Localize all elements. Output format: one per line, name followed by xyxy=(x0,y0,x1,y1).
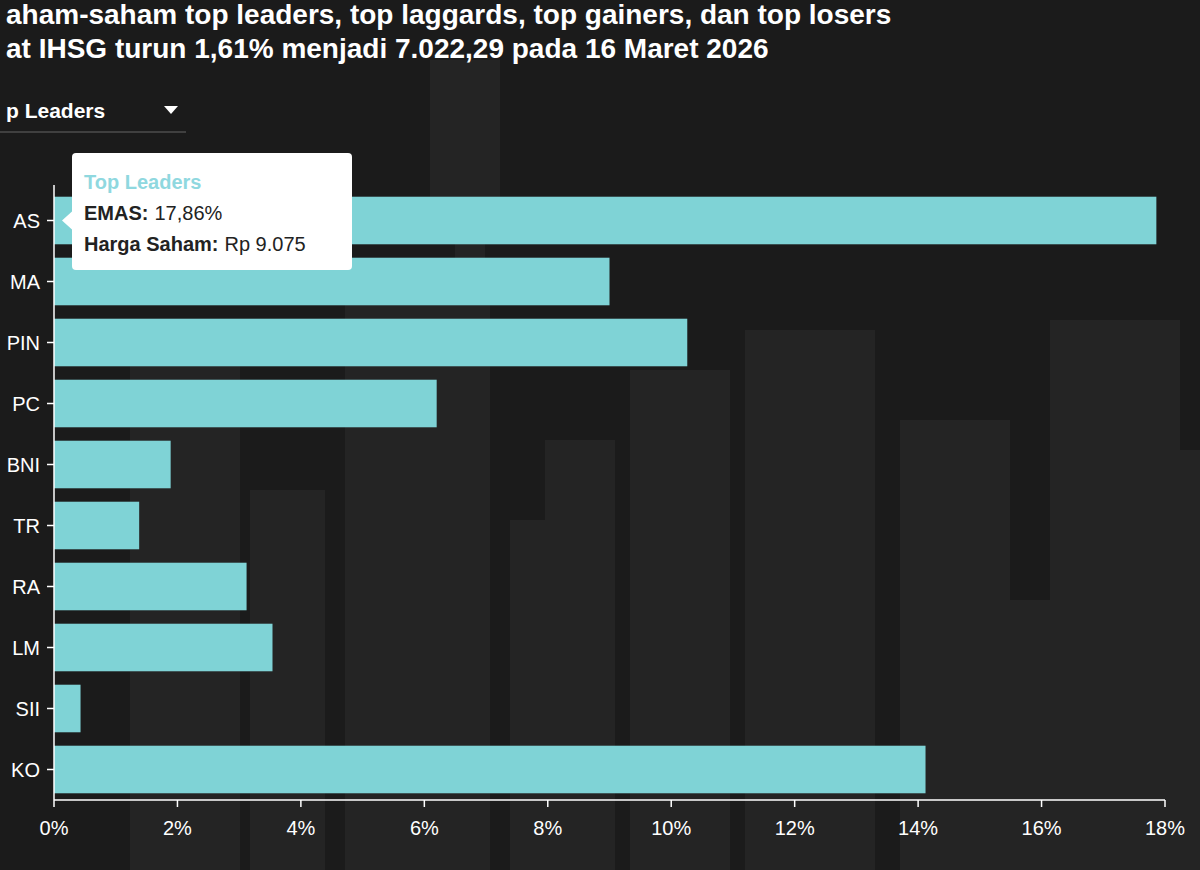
x-tick xyxy=(177,800,179,807)
building xyxy=(930,560,990,870)
selector-label: p Leaders xyxy=(6,99,105,122)
tooltip-label: Harga Saham: xyxy=(84,233,219,255)
category-tick xyxy=(47,342,54,344)
tower xyxy=(430,60,500,210)
selector-arrow xyxy=(164,106,178,114)
category-tick xyxy=(47,464,54,466)
x-tick xyxy=(300,800,302,807)
x-tick xyxy=(794,800,796,807)
building xyxy=(1010,600,1080,870)
bar xyxy=(54,502,139,550)
title: aham-saham top leaders, top laggards, to… xyxy=(6,0,891,30)
x-tick xyxy=(917,800,919,807)
bar xyxy=(54,746,926,794)
tooltip-box xyxy=(72,153,352,270)
x-tick xyxy=(547,800,549,807)
category-label: AS xyxy=(13,210,40,232)
y-axis xyxy=(53,185,55,800)
bar xyxy=(54,685,81,733)
category-label: PIN xyxy=(7,332,40,354)
tooltip: Top Leaders EMAS: 17,86% Harga Saham: Rp 9.0… xyxy=(62,153,352,270)
x-tick xyxy=(1164,800,1166,807)
building xyxy=(630,370,730,870)
x-tick-label: 16% xyxy=(1022,817,1062,839)
building xyxy=(775,470,835,870)
chart: aham-saham top leaders, top laggards, to… xyxy=(0,0,1200,870)
bar xyxy=(54,319,687,367)
x-tick xyxy=(424,800,426,807)
x-tick xyxy=(53,800,55,807)
x-tick-label: 8% xyxy=(533,817,562,839)
x-tick-label: 4% xyxy=(286,817,315,839)
building xyxy=(545,440,615,870)
x-tick-label: 6% xyxy=(410,817,439,839)
tooltip-value: 17,86% xyxy=(154,202,222,224)
bar xyxy=(54,380,437,428)
bar xyxy=(54,441,171,489)
category-tick xyxy=(47,708,54,710)
x-tick-label: 0% xyxy=(40,817,69,839)
x-tick xyxy=(670,800,672,807)
x-tick-label: 10% xyxy=(651,817,691,839)
selector-underline xyxy=(0,132,186,133)
tooltip-value: Rp 9.075 xyxy=(225,233,306,255)
category-label: PC xyxy=(12,393,40,415)
category-tick xyxy=(47,281,54,283)
category-label: RA xyxy=(12,576,40,598)
tooltip-pointer xyxy=(62,212,72,230)
building xyxy=(1140,450,1200,870)
x-tick-label: 18% xyxy=(1145,817,1185,839)
x-tick-label: 14% xyxy=(898,817,938,839)
category-label: MA xyxy=(10,271,41,293)
x-tick-label: 12% xyxy=(775,817,815,839)
subtitle: at IHSG turun 1,61% menjadi 7.022,29 pad… xyxy=(6,33,769,64)
category-tick xyxy=(47,647,54,649)
category-tick xyxy=(47,220,54,222)
bar xyxy=(54,624,272,672)
x-axis xyxy=(54,799,1165,801)
category-label: KO xyxy=(11,759,40,781)
category-tick xyxy=(47,403,54,405)
building xyxy=(250,490,325,870)
x-tick xyxy=(1041,800,1043,807)
category-tick xyxy=(47,769,54,771)
tooltip-label: EMAS: xyxy=(84,202,148,224)
bars xyxy=(54,197,1156,794)
category-label: SII xyxy=(16,698,40,720)
bar xyxy=(54,563,247,611)
category-label: TR xyxy=(13,515,40,537)
category-tick xyxy=(47,525,54,527)
category-tick xyxy=(47,586,54,588)
tooltip-heading: Top Leaders xyxy=(84,171,201,193)
background xyxy=(0,0,1200,870)
x-tick-label: 2% xyxy=(163,817,192,839)
building xyxy=(900,420,1010,870)
category-label: BNI xyxy=(7,454,40,476)
category-label: LM xyxy=(12,637,40,659)
